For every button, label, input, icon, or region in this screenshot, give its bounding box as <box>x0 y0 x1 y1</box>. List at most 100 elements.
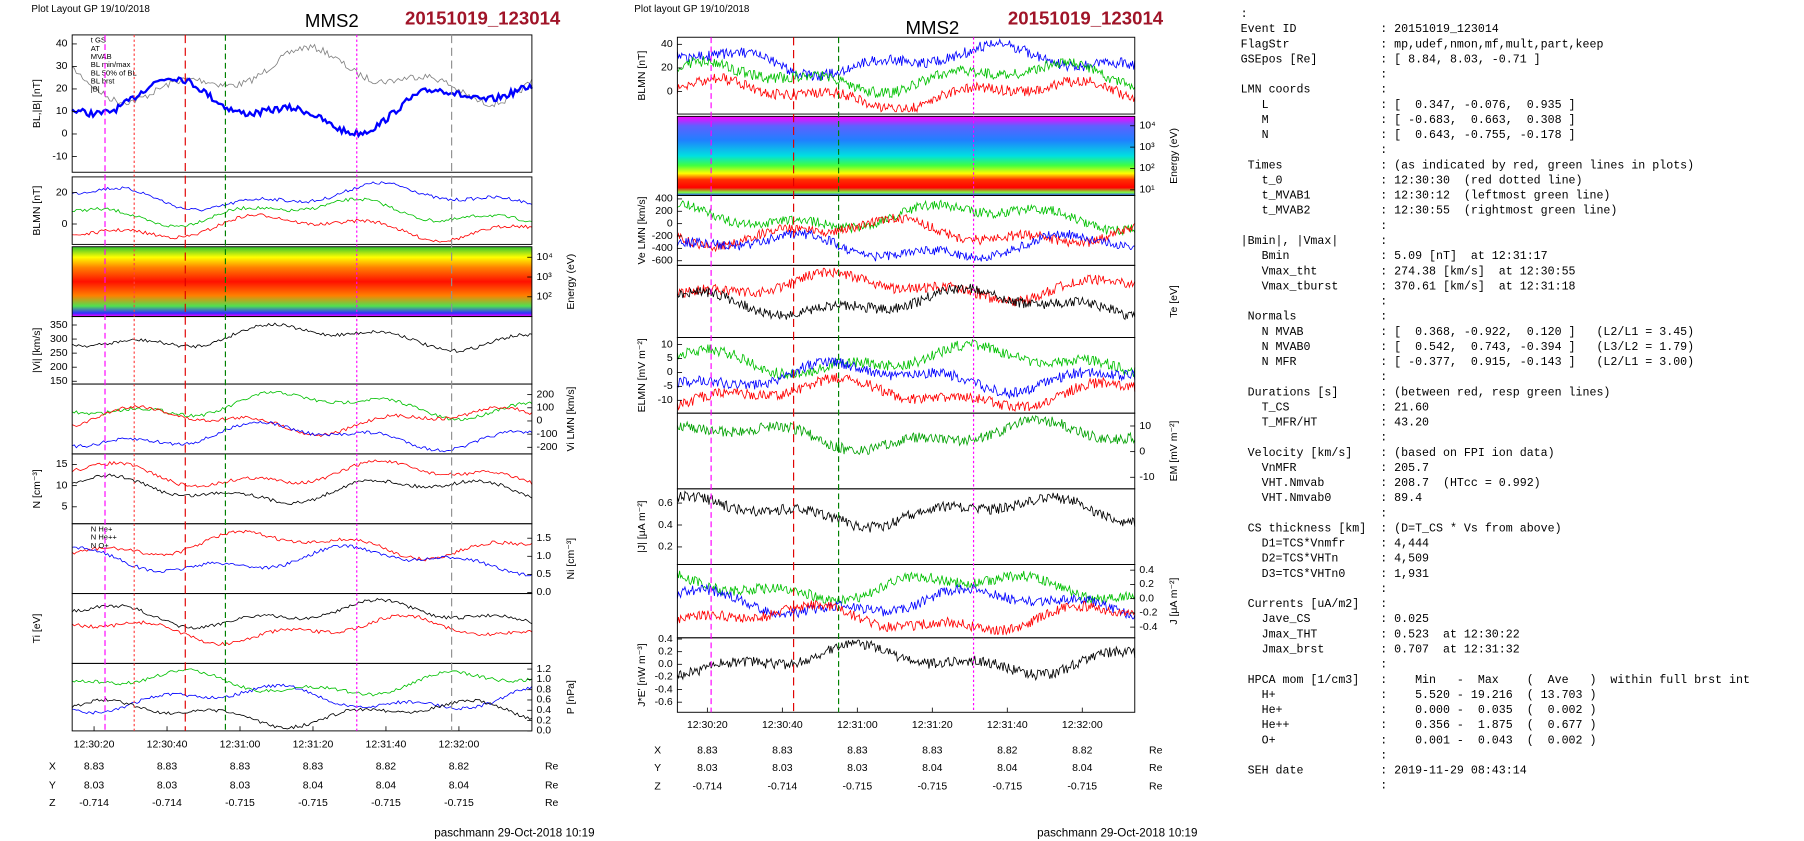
x-tick-label: 12:32:00 <box>439 740 480 751</box>
y-tick-label: 0.4 <box>658 634 673 645</box>
y-tick-label: -200 <box>537 442 558 453</box>
y-tick-label: -200 <box>652 231 673 242</box>
y-axis-label: Ti [eV] <box>32 613 43 643</box>
ephemeris-value: 8.83 <box>157 762 178 773</box>
y-tick-label: 0 <box>667 367 673 378</box>
y-tick-label: 1.2 <box>537 664 552 675</box>
y-tick-label: 40 <box>56 39 68 50</box>
x-tick-label: 12:31:20 <box>912 720 953 731</box>
y-tick-label: 0.0 <box>537 587 552 598</box>
trace <box>676 570 1136 607</box>
trace <box>72 197 532 228</box>
panel-frame <box>71 34 533 173</box>
listing-line: : <box>1241 144 1388 157</box>
listing-line: : <box>1241 8 1248 21</box>
legend-entry: N He++ <box>91 533 118 542</box>
y-axis-label: Te [eV] <box>1169 285 1180 318</box>
x-tick-label: 12:31:20 <box>293 740 334 751</box>
listing-line: CS thickness [km] : (D=T_CS * Vs from ab… <box>1241 522 1562 535</box>
ephemeris-name: X <box>49 762 56 773</box>
y-axis-label: EM [mV m⁻²] <box>1169 421 1180 482</box>
y-tick-label: 100 <box>537 403 555 414</box>
y-axis-label: Ni [cm⁻³] <box>566 538 577 580</box>
y-tick-label: 0.2 <box>658 646 673 657</box>
ephemeris-value: 8.83 <box>230 762 251 773</box>
y-axis-label: J*E' [nW m⁻³] <box>637 643 648 706</box>
panel-frame <box>71 453 533 525</box>
listing-line: VHT.Nmvab : 208.7 (HTcc = 0.992) <box>1241 477 1541 490</box>
trace <box>71 598 533 630</box>
ephemeris-value: -0.715 <box>371 798 401 809</box>
x-tick-label: 12:30:20 <box>74 740 115 751</box>
y-tick-label: 10 <box>661 339 673 350</box>
trace <box>71 390 533 422</box>
x-tick-label: 12:31:00 <box>837 720 878 731</box>
ephemeris-value: 8.04 <box>922 763 943 774</box>
footer: paschmann 29-Oct-2018 10:19 <box>434 826 594 839</box>
y-tick-label: 0 <box>62 219 68 230</box>
ephemeris-value: 8.03 <box>84 780 105 791</box>
y-axis-label: BLMN [nT] <box>637 51 648 101</box>
y-tick-label: 10 <box>56 106 68 117</box>
listing-line: H+ : 5.520 - 19.216 ( 13.703 ) <box>1241 689 1597 702</box>
y-tick-label: 40 <box>661 39 673 50</box>
x-tick-label: 12:30:40 <box>147 740 188 751</box>
y-tick-label: -0.2 <box>1139 608 1157 619</box>
listing-line: N : [ 0.643, -0.755, -0.178 ] <box>1241 129 1576 142</box>
listing-line: N MFR : [ -0.377, 0.915, -0.143 ] (L2/L1… <box>1241 356 1694 369</box>
y-axis-label: J [μA m⁻²] <box>1169 578 1180 625</box>
listing-line: t_MVAB2 : 12:30:55 (rightmost green line… <box>1241 205 1618 218</box>
listing-line: Times : (as indicated by red, green line… <box>1241 159 1694 172</box>
y-tick-label: 0.0 <box>537 726 552 737</box>
listing-line: Velocity [km/s] : (based on FPI ion data… <box>1241 447 1555 460</box>
y-tick-label: 5 <box>667 353 673 364</box>
listing-line: Currents [uA/m2] : <box>1241 598 1388 611</box>
ephemeris-value: -0.714 <box>79 798 109 809</box>
ephemeris-unit: Re <box>545 780 559 791</box>
trace <box>676 73 1136 114</box>
panel-frame <box>71 176 533 245</box>
y-tick-label: 0.0 <box>658 659 673 670</box>
y-tick-label: 20 <box>661 63 673 74</box>
legend-entry: t GS <box>91 36 106 45</box>
event-id: 20151019_123014 <box>405 8 561 29</box>
ephemeris-value: 8.03 <box>847 763 868 774</box>
trace <box>677 356 1136 400</box>
x-tick-label: 12:31:00 <box>220 740 261 751</box>
listing-line: VHT.Nmvab0 : 89.4 <box>1241 492 1422 505</box>
ephemeris-unit: Re <box>545 798 559 809</box>
y-tick-label: -400 <box>652 243 673 254</box>
listing-line: Vmax_tht : 274.38 [km/s] at 12:30:55 <box>1241 265 1576 278</box>
y-tick-label: 0 <box>62 129 68 140</box>
ephemeris-value: 8.82 <box>1072 745 1093 756</box>
y-axis-label: Vi LMN [km/s] <box>566 386 577 451</box>
panel-frame <box>71 316 533 385</box>
y-tick-label: 0.5 <box>537 569 552 580</box>
trace <box>676 599 1136 636</box>
listing-line: D3=TCS*VHTn0 : 1,931 <box>1241 568 1429 581</box>
y-axis-label: |J| [μA m⁻²] <box>637 500 648 553</box>
listing-line: He++ : 0.356 - 1.875 ( 0.677 ) <box>1241 719 1597 732</box>
x-tick-label: 12:30:40 <box>762 720 803 731</box>
ephemeris-unit: Re <box>1149 782 1163 793</box>
listing-line: : <box>1241 432 1388 445</box>
y-tick-label: 0.6 <box>658 498 673 509</box>
trace <box>72 181 533 212</box>
y-tick-label: 0.2 <box>1139 579 1154 590</box>
trace <box>676 582 1136 620</box>
y-tick-label: 300 <box>50 334 68 345</box>
legend-entry: |B| <box>91 85 100 94</box>
x-tick-label: 12:31:40 <box>366 740 407 751</box>
trace <box>72 404 533 437</box>
trace <box>71 668 533 697</box>
y-tick-label: 200 <box>537 389 555 400</box>
ephemeris-value: 8.04 <box>449 780 470 791</box>
panel-frame <box>676 488 1136 565</box>
trace <box>72 213 532 243</box>
x-tick-label: 12:31:40 <box>987 720 1028 731</box>
ephemeris-value: 8.03 <box>157 780 178 791</box>
legend-entry: MVAB <box>91 52 112 61</box>
y-axis-label: Ve LMN [km/s] <box>637 196 648 264</box>
y-tick-label: -10 <box>658 395 673 406</box>
panel-frame <box>676 637 1136 713</box>
